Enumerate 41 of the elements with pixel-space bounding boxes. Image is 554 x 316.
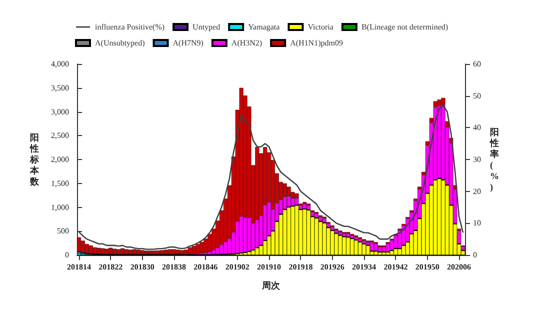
y-tick-label: 0 [65, 250, 69, 260]
legend-label: influenza Positive(%) [95, 22, 165, 32]
y-tick-label: 4,000 [51, 60, 69, 68]
x-tick-label: 201942 [384, 262, 408, 272]
x-tick-label: 201814 [66, 262, 91, 272]
x-tick-label: 202006 [447, 262, 472, 272]
y2-tick-label: 50 [473, 91, 481, 100]
x-tick-label: 201838 [162, 262, 186, 272]
y-tick-label: 3,500 [51, 83, 69, 92]
x-tick-label: 201846 [194, 262, 218, 272]
y2-tick-label: 40 [473, 123, 481, 132]
legend-label: A(Unsubtyped) [95, 38, 146, 48]
x-tick-label: 201926 [320, 262, 344, 272]
y-tick-label: 1,500 [51, 178, 69, 188]
x-tick-label: 201910 [257, 262, 282, 272]
x-tick-label: 201830 [130, 262, 154, 272]
legend-label: Victoria [308, 22, 334, 32]
x-tick-label: 201918 [288, 262, 313, 272]
y2-tick-label: 30 [473, 155, 481, 164]
legend-label: B(Lineage not determined) [361, 22, 448, 32]
y-tick-label: 2,500 [51, 131, 69, 140]
x-tick-label: 201822 [98, 262, 123, 272]
y2-axis-title: 阳性率(%) [489, 127, 499, 192]
y-tick-label: 500 [57, 226, 69, 236]
y2-tick-label: 20 [473, 186, 481, 196]
y-tick-label: 1,000 [51, 202, 69, 212]
legend-label: A(H7N9) [172, 38, 204, 48]
legend-label: A(H1N1)pdm09 [290, 38, 343, 48]
x-tick-label: 201934 [352, 262, 376, 272]
legend-label: A(H3N2) [231, 38, 262, 48]
y2-tick-label: 10 [473, 218, 481, 228]
legend-label: Yamagata [248, 22, 280, 32]
y2-tick-label: 60 [473, 60, 481, 68]
y-tick-label: 2,000 [51, 155, 69, 164]
y2-tick-label: 0 [473, 250, 477, 260]
x-axis-title: 周次 [261, 280, 281, 290]
x-tick-label: 201902 [225, 262, 250, 272]
legend-label: Untyped [192, 22, 220, 32]
x-tick-label: 201950 [415, 262, 440, 272]
y-axis-title: 阳性标本数 [29, 132, 40, 186]
y-tick-label: 3,000 [51, 107, 69, 116]
